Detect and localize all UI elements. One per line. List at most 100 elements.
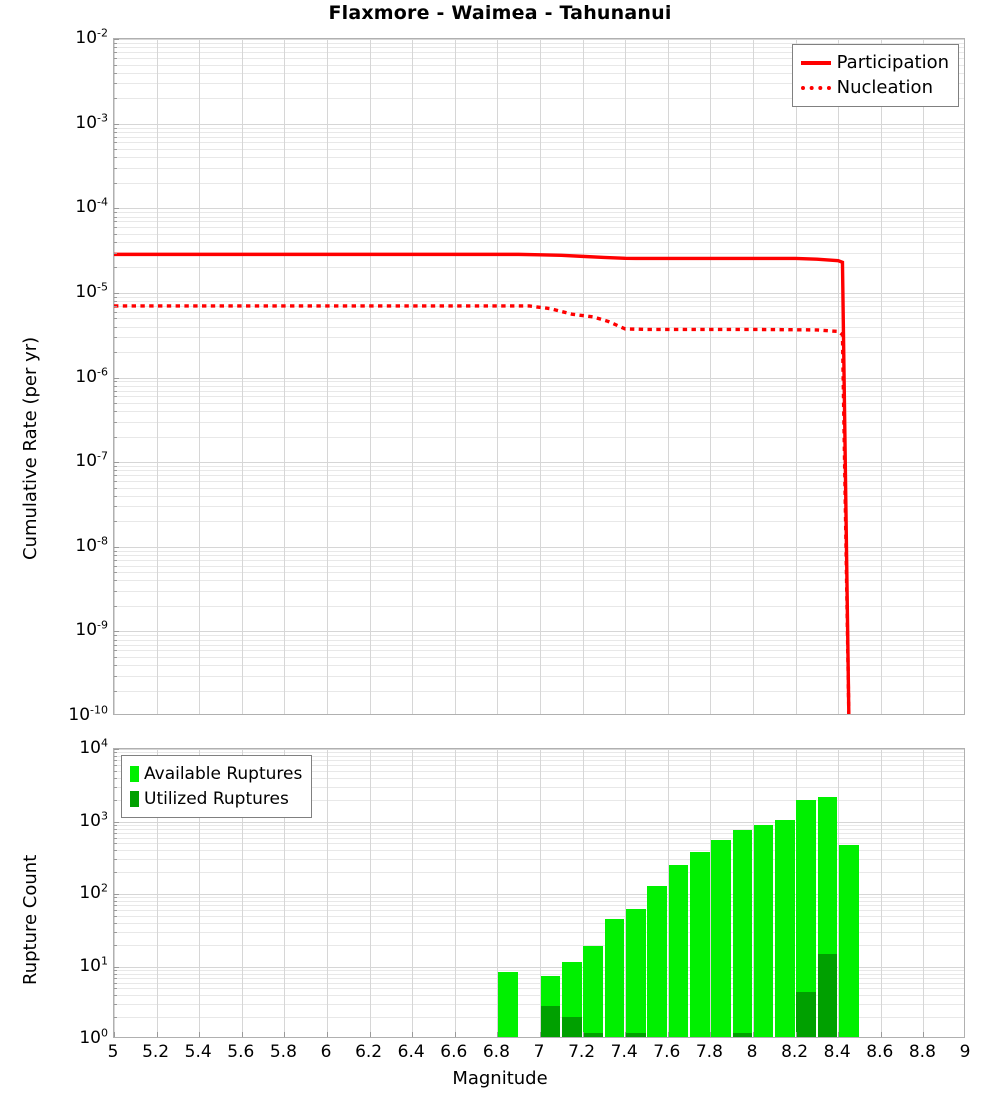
- y-tick-minor: [114, 777, 117, 779]
- bar-available: [711, 840, 731, 1037]
- y-tick-minor: [114, 799, 117, 801]
- mfd-plot-panel: Participation Nucleation: [113, 38, 965, 715]
- x-tick: [540, 1032, 541, 1037]
- y-tick-minor: [114, 559, 117, 561]
- gridline-h: [114, 462, 964, 464]
- y-tick-minor: [114, 396, 117, 398]
- bar-available: [775, 819, 795, 1037]
- legend-item-nucleation[interactable]: Nucleation: [800, 75, 949, 100]
- gridline-h-minor: [114, 487, 964, 489]
- legend-bottom: Available Ruptures Utilized Ruptures: [121, 755, 313, 818]
- y-tick-minor: [114, 436, 117, 438]
- x-tick-label: 7.8: [695, 1042, 723, 1062]
- y-tick-minor: [114, 995, 117, 997]
- gridline-h-minor: [114, 550, 964, 552]
- y-tick: [114, 377, 119, 379]
- gridline-h-minor: [114, 837, 964, 839]
- gridline-h-minor: [114, 127, 964, 129]
- y-axis-title-bottom: Rupture Count: [20, 854, 41, 985]
- y-tick-minor: [114, 897, 117, 899]
- y-tick-label: 10-6: [75, 364, 108, 387]
- x-tick: [241, 1032, 243, 1037]
- y-tick-label: 10-5: [75, 280, 108, 302]
- y-tick-minor: [114, 385, 117, 387]
- gridline-v: [284, 39, 286, 714]
- gridline-h-minor: [114, 83, 964, 85]
- gridline-h-minor: [114, 770, 964, 772]
- gridline-v: [880, 749, 882, 1037]
- gridline-h-minor: [114, 390, 964, 392]
- y-tick-minor: [114, 605, 117, 607]
- y-tick-minor: [114, 550, 117, 552]
- y-tick-minor: [114, 644, 117, 646]
- y-tick-minor: [114, 227, 117, 228]
- gridline-h-minor: [114, 905, 964, 907]
- y-tick-minor: [114, 650, 117, 652]
- gridline-h-minor: [114, 64, 964, 66]
- y-tick-minor: [114, 98, 117, 100]
- legend-item-utilized[interactable]: Utilized Ruptures: [130, 786, 302, 811]
- y-tick-minor: [114, 1004, 117, 1006]
- bar-available: [604, 919, 625, 1037]
- legend-item-participation[interactable]: Participation: [800, 50, 949, 75]
- gridline-h-minor: [114, 982, 964, 984]
- y-tick-minor: [114, 988, 117, 990]
- legend-label-available: Available Ruptures: [144, 763, 303, 784]
- y-tick-minor: [114, 635, 117, 637]
- y-tick: [114, 894, 119, 895]
- x-tick: [795, 1032, 797, 1037]
- y-axis-ticks-bottom: 104 103 102 101 100: [0, 737, 108, 1048]
- y-tick-minor: [114, 301, 117, 303]
- gridline-h-minor: [114, 167, 964, 169]
- y-tick-minor: [114, 475, 117, 477]
- y-tick-label: 102: [79, 881, 108, 903]
- gridline-v: [710, 749, 712, 1037]
- y-tick-minor: [114, 157, 117, 159]
- gridline-h-minor: [114, 480, 964, 482]
- gridline-h-minor: [114, 326, 964, 328]
- y-tick-minor: [114, 487, 117, 489]
- y-tick-minor: [114, 182, 117, 184]
- bar-utilized: [583, 1033, 604, 1037]
- y-tick: [114, 462, 119, 464]
- x-tick: [156, 1032, 158, 1037]
- gridline-h-minor: [114, 311, 964, 313]
- legend-label-participation: Participation: [836, 52, 949, 73]
- y-tick-minor: [114, 221, 117, 223]
- gridline-h-minor: [114, 591, 964, 592]
- gridline-v: [199, 39, 201, 714]
- gridline-v: [284, 749, 286, 1037]
- gridline-h: [114, 821, 964, 823]
- nucleation-curve: [114, 304, 851, 714]
- y-tick-minor: [114, 1017, 117, 1019]
- y-tick-minor: [114, 296, 117, 298]
- y-tick-minor: [114, 352, 117, 353]
- gridline-h-minor: [114, 470, 964, 472]
- legend-label-nucleation: Nucleation: [836, 77, 933, 98]
- gridline-h-minor: [114, 157, 964, 159]
- y-tick-minor: [114, 267, 117, 269]
- participation-curve: [114, 252, 851, 714]
- bar-available: [796, 800, 817, 1037]
- gridline-h-minor: [114, 318, 964, 320]
- gridline-h-minor: [114, 756, 964, 757]
- gridline-h-minor: [114, 973, 964, 975]
- gridline-v: [838, 749, 840, 1037]
- y-tick-minor: [114, 859, 117, 861]
- gridline-h-minor: [114, 136, 964, 138]
- gridline-h-minor: [114, 665, 964, 667]
- x-tick: [753, 1032, 754, 1037]
- gridline-v: [369, 749, 371, 1037]
- bar-utilized: [796, 991, 817, 1037]
- gridline-h-minor: [114, 859, 964, 861]
- y-tick-minor: [114, 843, 117, 845]
- legend-item-available[interactable]: Available Ruptures: [130, 761, 302, 786]
- gridline-v: [114, 39, 115, 714]
- gridline-h-minor: [114, 843, 964, 845]
- gridline-h: [114, 749, 964, 750]
- gridline-h-minor: [114, 872, 964, 874]
- x-tick-label: 8.4: [823, 1042, 851, 1062]
- gridline-h-minor: [114, 98, 964, 100]
- y-tick: [114, 208, 119, 210]
